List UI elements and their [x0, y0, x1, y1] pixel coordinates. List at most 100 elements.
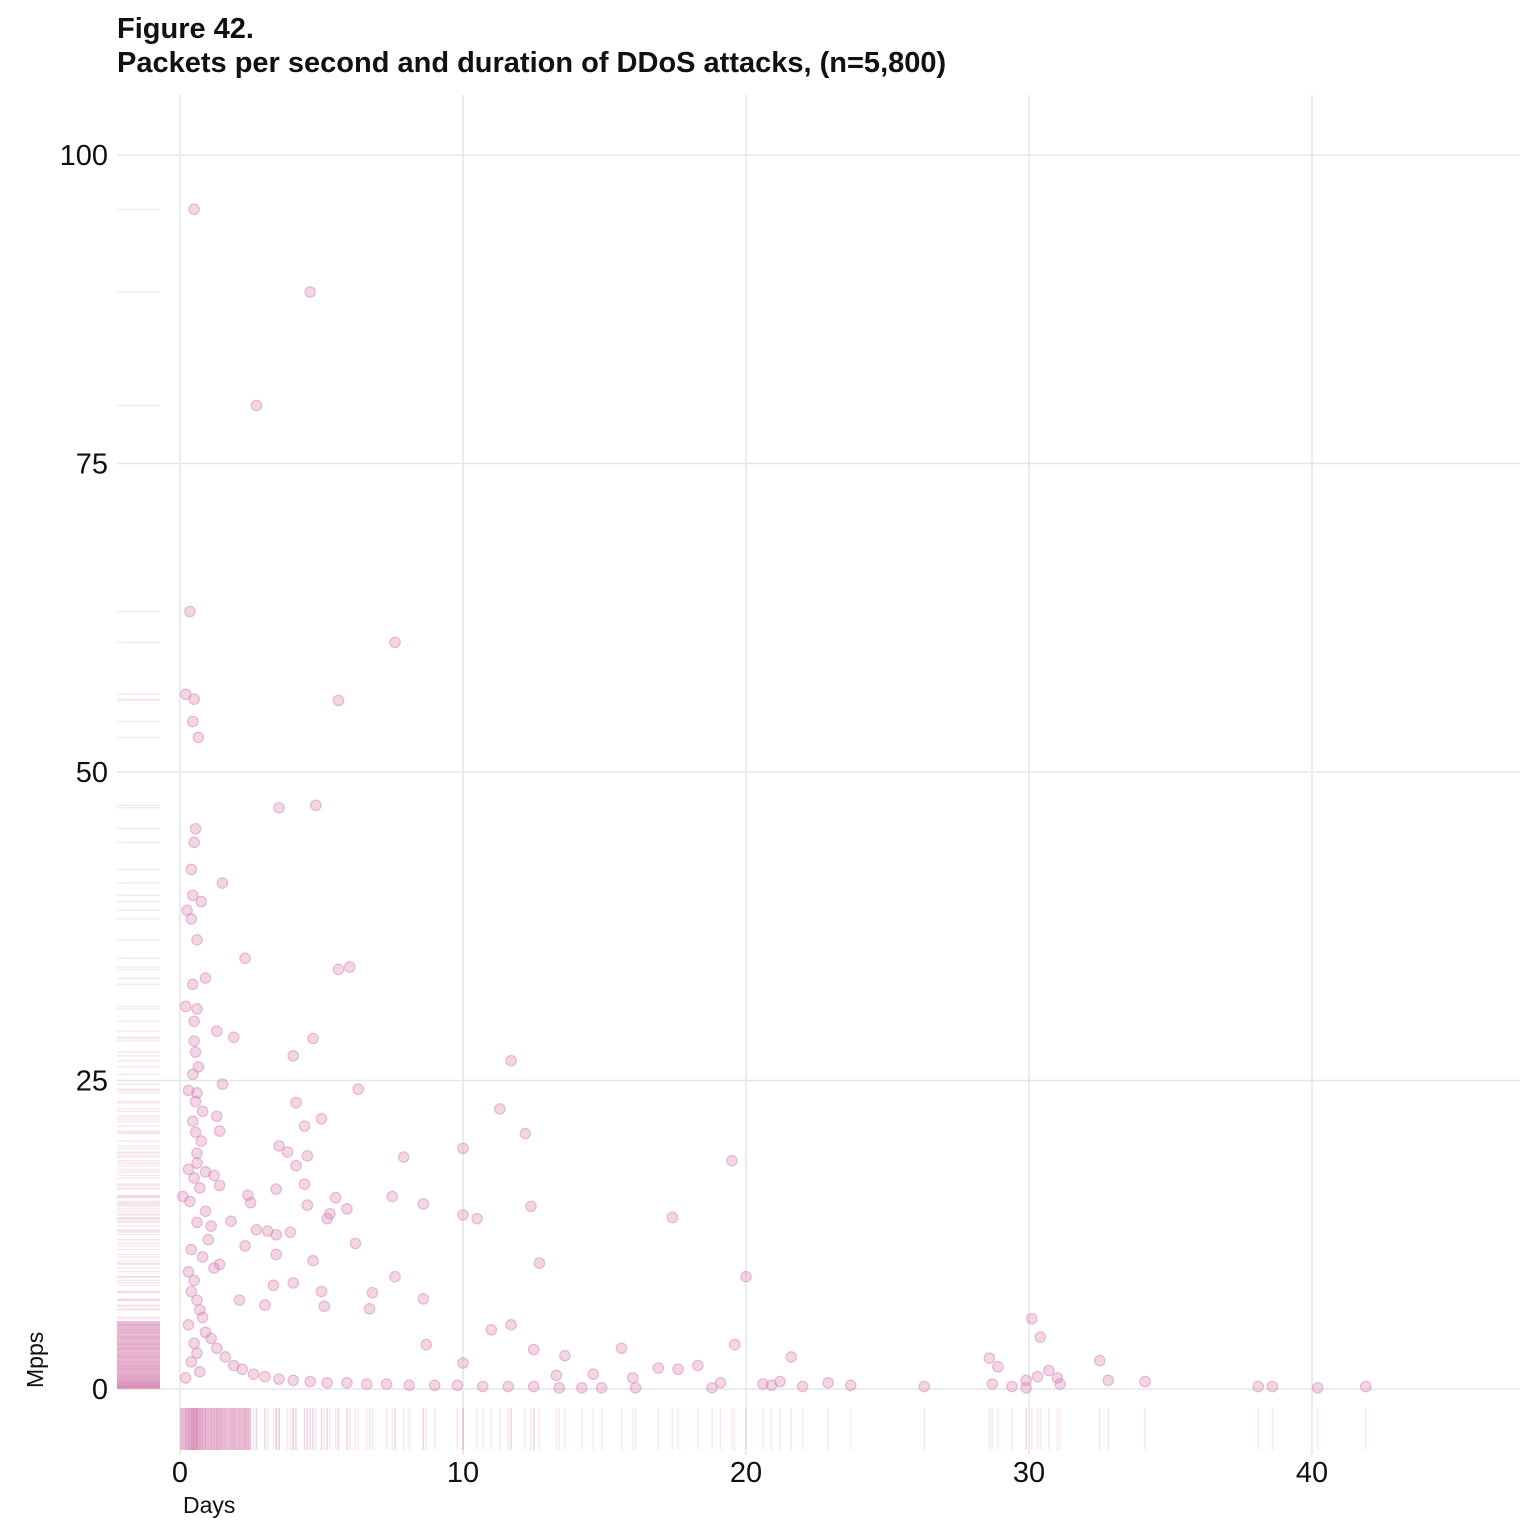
- data-point: [191, 1157, 203, 1169]
- data-point: [210, 1110, 223, 1123]
- data-point: [192, 1061, 205, 1073]
- data-point: [290, 1159, 302, 1172]
- data-point: [259, 1370, 271, 1383]
- data-point: [196, 1251, 209, 1263]
- data-point: [1020, 1381, 1032, 1394]
- x-tick-label: 30: [1013, 1457, 1045, 1489]
- data-point: [332, 694, 345, 707]
- data-point: [341, 1203, 353, 1215]
- data-point: [692, 1359, 704, 1372]
- data-point: [188, 1035, 200, 1047]
- data-point: [186, 1115, 199, 1128]
- data-point: [196, 1105, 209, 1118]
- data-point: [205, 1332, 217, 1345]
- data-point: [757, 1378, 769, 1390]
- data-point: [986, 1378, 999, 1390]
- x-axis-title: Days: [183, 1492, 235, 1518]
- data-point: [451, 1379, 464, 1392]
- data-point: [191, 1216, 203, 1229]
- data-point: [329, 1191, 342, 1204]
- data-point: [559, 1349, 571, 1362]
- y-tick-label: 100: [60, 140, 108, 172]
- data-point: [1359, 1380, 1372, 1393]
- data-point: [273, 801, 285, 814]
- data-point: [185, 1243, 198, 1256]
- data-point: [1093, 1354, 1106, 1367]
- data-point: [186, 889, 199, 902]
- y-rug-plot: [117, 208, 160, 1389]
- data-point: [210, 1342, 223, 1355]
- data-point: [194, 1182, 206, 1194]
- data-point: [550, 1369, 563, 1382]
- figure-label: Figure 42.: [117, 13, 254, 45]
- data-point: [191, 934, 203, 946]
- data-point: [186, 978, 199, 991]
- data-point: [247, 1368, 260, 1380]
- data-point: [213, 1258, 226, 1271]
- data-point: [194, 1365, 206, 1378]
- data-point: [298, 1178, 311, 1190]
- data-point: [389, 636, 401, 649]
- data-point: [199, 1166, 212, 1178]
- data-point: [186, 715, 199, 728]
- data-point: [188, 693, 200, 705]
- data-point: [844, 1379, 857, 1392]
- data-point: [493, 1103, 506, 1115]
- data-point: [205, 1220, 217, 1232]
- data-point: [595, 1381, 608, 1394]
- data-point: [380, 1378, 393, 1390]
- y-tick-label: 75: [76, 449, 108, 481]
- data-point: [270, 1183, 283, 1195]
- data-point: [740, 1270, 752, 1283]
- x-tick-label: 20: [730, 1457, 762, 1489]
- data-point: [310, 799, 322, 812]
- data-point: [281, 1146, 294, 1158]
- data-point: [213, 1179, 226, 1192]
- data-point: [417, 1198, 430, 1210]
- data-point: [236, 1363, 249, 1376]
- data-point: [1311, 1381, 1324, 1394]
- data-point: [270, 1248, 283, 1261]
- data-point: [304, 286, 316, 298]
- data-point: [267, 1279, 280, 1292]
- data-point: [189, 1126, 202, 1139]
- data-point: [191, 1347, 203, 1360]
- data-point: [502, 1380, 515, 1393]
- data-point: [477, 1380, 489, 1393]
- data-point: [195, 895, 208, 908]
- data-point: [273, 1140, 285, 1152]
- data-point: [525, 1200, 537, 1213]
- gridlines: [117, 95, 1520, 1455]
- data-point: [185, 1285, 198, 1298]
- data-point: [321, 1377, 333, 1389]
- data-point: [992, 1360, 1004, 1373]
- data-point: [287, 1374, 299, 1387]
- data-point: [505, 1054, 517, 1067]
- data-point: [389, 1270, 401, 1283]
- chart-title: Packets per second and duration of DDoS …: [117, 47, 947, 79]
- data-point: [199, 1205, 212, 1218]
- data-point: [349, 1237, 362, 1250]
- data-point: [420, 1338, 433, 1351]
- x-axis-ticks: 0 10 20 30 40: [172, 1457, 1328, 1489]
- data-point: [983, 1352, 996, 1364]
- data-point: [195, 1135, 208, 1147]
- data-point: [652, 1362, 665, 1374]
- data-point: [822, 1377, 834, 1389]
- data-point: [428, 1379, 441, 1392]
- data-point: [366, 1286, 379, 1299]
- data-point: [457, 1142, 469, 1155]
- y-tick-label: 50: [76, 757, 108, 789]
- data-point: [273, 1373, 285, 1385]
- y-rug-dense-band: [117, 1321, 160, 1389]
- data-point: [1043, 1364, 1055, 1377]
- data-point: [457, 1357, 469, 1369]
- data-point: [1026, 1312, 1038, 1325]
- data-point: [527, 1343, 540, 1356]
- data-point: [587, 1368, 599, 1380]
- data-point: [188, 203, 200, 216]
- x-rug-plot: [180, 1408, 1367, 1450]
- data-point: [417, 1293, 430, 1305]
- y-axis-ticks: 0 25 50 75 100: [60, 140, 108, 1406]
- data-point: [182, 1163, 195, 1176]
